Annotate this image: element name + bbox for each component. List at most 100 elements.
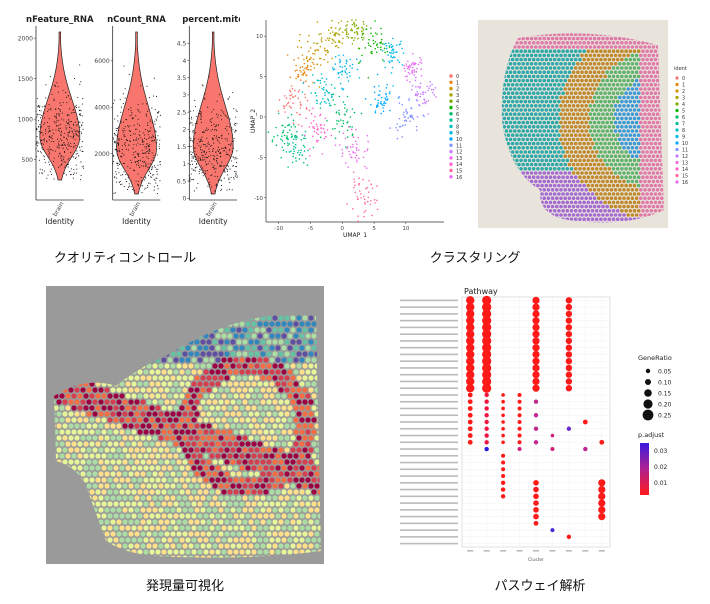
umap-point xyxy=(345,30,348,32)
expression-spot xyxy=(227,357,233,363)
expression-spot xyxy=(203,345,209,351)
spatial-spot xyxy=(630,204,635,209)
umap-point xyxy=(417,63,420,66)
qc-point xyxy=(191,122,193,124)
qc-point xyxy=(76,168,78,170)
expression-spot xyxy=(278,387,284,393)
umap-point xyxy=(311,135,314,138)
spatial-spot xyxy=(607,41,612,45)
expression-spot xyxy=(254,327,260,333)
spatial-spot xyxy=(563,179,567,184)
qc-point xyxy=(53,100,55,102)
umap-point xyxy=(371,187,374,189)
qc-point xyxy=(40,114,42,117)
spatial-spot xyxy=(609,62,614,66)
qc-point xyxy=(147,131,149,133)
spatial-spot xyxy=(582,74,586,79)
spatial-spot xyxy=(527,108,532,112)
umap-point xyxy=(352,143,354,146)
expression-spot xyxy=(260,411,266,417)
spatial-spot xyxy=(620,66,624,70)
expression-spot xyxy=(137,369,143,375)
spatial-spot xyxy=(571,196,576,200)
expression-spot xyxy=(176,363,182,369)
spatial-spot xyxy=(557,133,561,137)
qc-point xyxy=(40,131,42,134)
expression-spot xyxy=(311,369,317,375)
qc-point xyxy=(198,112,200,115)
qc-point xyxy=(70,142,72,144)
spatial-spot xyxy=(555,154,559,158)
qc-point xyxy=(142,165,144,167)
umap-point xyxy=(342,122,345,125)
umap-point xyxy=(359,61,361,63)
umap-point xyxy=(411,85,414,87)
spatial-spot xyxy=(510,66,515,70)
umap-point xyxy=(388,60,390,63)
spatial-spot xyxy=(569,217,574,221)
qc-point xyxy=(80,81,82,83)
spatial-spot xyxy=(605,154,609,158)
umap-point xyxy=(317,128,319,130)
umap-legend-swatch xyxy=(449,105,453,110)
umap-point xyxy=(305,117,307,120)
umap-point xyxy=(402,113,405,116)
spatial-spot xyxy=(557,175,561,179)
expression-spot xyxy=(260,339,266,345)
spatial-spot xyxy=(555,179,559,184)
spatial-spot xyxy=(603,99,607,104)
spatial-spot xyxy=(555,70,559,74)
qc-point xyxy=(114,177,116,179)
spatial-spot xyxy=(590,209,595,213)
qc-point xyxy=(127,149,130,151)
qc-point xyxy=(230,144,232,146)
spatial-spot xyxy=(555,62,559,66)
umap-point xyxy=(356,195,359,198)
spatial-spot xyxy=(548,209,553,213)
qc-point xyxy=(154,179,156,182)
spatial-spot xyxy=(569,141,574,146)
spatial-spot xyxy=(529,120,534,125)
qc-point xyxy=(234,124,236,126)
spatial-spot xyxy=(557,108,561,112)
umap-point xyxy=(403,64,406,67)
expression-spot xyxy=(101,393,107,399)
spatial-spot xyxy=(599,141,603,146)
qc-point xyxy=(133,151,135,153)
spatial-spot xyxy=(651,45,656,49)
spatial-spot xyxy=(548,66,553,70)
umap-point xyxy=(271,139,274,141)
qc-point xyxy=(195,132,197,134)
spatial-spot xyxy=(643,104,647,108)
spatial-spot xyxy=(588,129,593,133)
umap-point xyxy=(346,129,349,132)
spatial-spot xyxy=(620,41,624,45)
umap-point xyxy=(391,49,393,52)
qc-point xyxy=(82,98,84,100)
spatial-spot xyxy=(624,217,628,221)
expression-spot xyxy=(167,369,173,375)
qc-point xyxy=(154,137,156,139)
qc-point xyxy=(119,99,121,101)
qc-point xyxy=(203,150,205,152)
spatial-spot xyxy=(639,62,643,66)
expression-spot xyxy=(80,387,86,393)
spatial-spot xyxy=(657,175,662,179)
umap-point xyxy=(417,92,420,95)
spatial-spot xyxy=(641,175,645,179)
spatial-spot xyxy=(609,188,614,192)
spatial-spot xyxy=(542,45,546,49)
expression-spot xyxy=(56,399,62,405)
expression-spot xyxy=(308,315,314,321)
umap-point xyxy=(341,87,343,90)
umap-point xyxy=(289,91,292,93)
spatial-spot xyxy=(561,116,565,121)
expression-spot xyxy=(197,357,203,363)
spatial-spot xyxy=(569,116,574,121)
qc-point xyxy=(71,127,73,129)
umap-point xyxy=(323,80,326,83)
spatial-spot xyxy=(628,99,633,104)
qc-point xyxy=(42,148,44,150)
spatial-spot xyxy=(622,78,626,83)
spatial-spot xyxy=(653,99,658,104)
